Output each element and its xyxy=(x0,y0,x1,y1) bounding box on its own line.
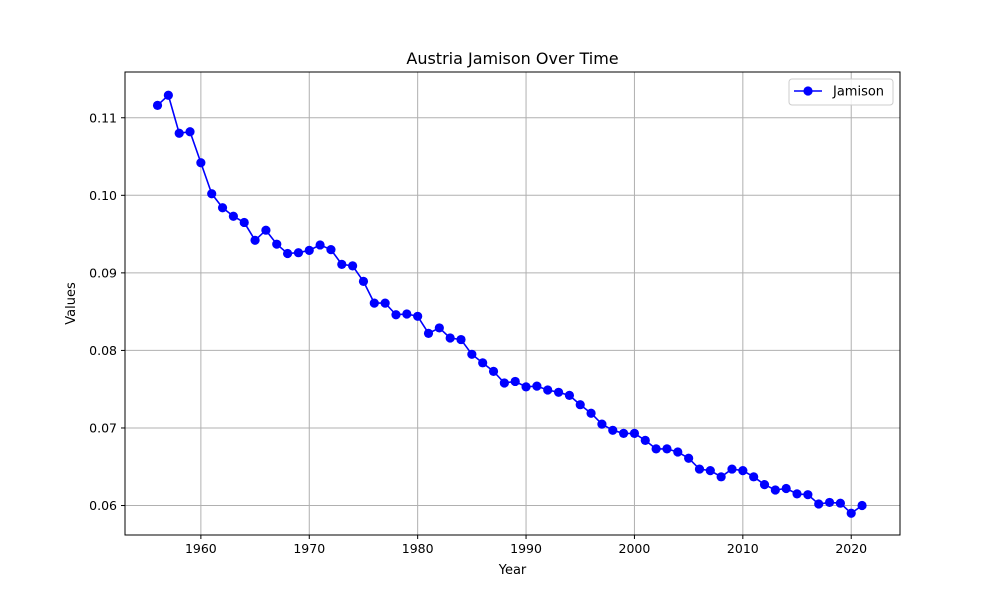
data-point xyxy=(738,466,748,476)
y-tick-label: 0.07 xyxy=(89,420,117,435)
data-point xyxy=(705,466,715,476)
data-point xyxy=(152,100,163,110)
x-tick-label: 2020 xyxy=(835,541,867,556)
data-point xyxy=(304,245,314,255)
data-point xyxy=(423,328,434,338)
x-tick-label: 2010 xyxy=(727,541,759,556)
x-tick-label: 1980 xyxy=(402,541,434,556)
data-point xyxy=(532,381,542,391)
data-point xyxy=(521,382,531,392)
data-point xyxy=(846,508,856,518)
data-point xyxy=(445,333,455,343)
data-point xyxy=(282,248,293,259)
data-point xyxy=(727,464,737,474)
data-point xyxy=(824,497,835,508)
data-point xyxy=(315,240,325,250)
data-point xyxy=(651,444,661,454)
data-point xyxy=(488,366,499,376)
data-point xyxy=(217,203,228,213)
data-point xyxy=(478,358,488,368)
data-point xyxy=(716,472,726,482)
data-point xyxy=(543,385,553,395)
x-tick-label: 1960 xyxy=(185,541,217,556)
data-point xyxy=(228,211,238,221)
data-point xyxy=(293,248,304,258)
data-point xyxy=(770,485,780,495)
data-point xyxy=(413,311,423,321)
data-point xyxy=(684,453,694,463)
data-point xyxy=(326,245,336,255)
data-point xyxy=(391,310,401,320)
x-tick-label: 1990 xyxy=(510,541,542,556)
y-tick-label: 0.06 xyxy=(89,498,117,513)
data-point xyxy=(402,309,412,319)
data-point xyxy=(196,158,206,168)
data-point xyxy=(749,472,759,482)
x-axis-title: Year xyxy=(498,563,527,578)
data-point xyxy=(814,499,824,509)
y-tick-label: 0.10 xyxy=(89,188,117,203)
data-point xyxy=(575,400,585,410)
data-point xyxy=(553,387,564,397)
data-point xyxy=(803,490,813,500)
legend: Jamison xyxy=(788,78,894,106)
data-point xyxy=(792,489,802,499)
data-point xyxy=(835,498,845,508)
data-point xyxy=(586,408,596,418)
data-point xyxy=(174,128,184,138)
data-point xyxy=(261,225,271,235)
data-point xyxy=(759,479,770,490)
grid xyxy=(125,72,900,535)
data-point xyxy=(250,235,260,245)
data-point xyxy=(185,127,195,137)
legend-box xyxy=(788,78,894,106)
data-point xyxy=(272,239,282,249)
x-tick-label: 2000 xyxy=(619,541,651,556)
data-point xyxy=(510,376,520,387)
data-point xyxy=(163,90,173,100)
series-layer xyxy=(152,90,867,518)
data-point xyxy=(781,483,791,494)
data-point xyxy=(640,435,650,445)
data-point xyxy=(564,390,575,400)
data-point xyxy=(673,447,683,457)
data-point xyxy=(629,428,640,438)
data-point xyxy=(380,298,390,308)
data-point xyxy=(434,323,444,333)
data-point xyxy=(694,464,705,474)
data-point xyxy=(207,189,217,199)
data-point xyxy=(358,276,369,286)
data-point xyxy=(348,261,358,271)
x-tick-label: 1970 xyxy=(293,541,325,556)
data-point xyxy=(337,259,347,269)
data-point xyxy=(499,378,509,388)
data-point xyxy=(597,419,607,429)
data-point xyxy=(619,428,629,438)
data-point xyxy=(369,298,379,308)
data-point xyxy=(239,217,249,228)
data-point xyxy=(857,500,867,511)
data-point xyxy=(608,425,618,435)
y-tick-label: 0.11 xyxy=(89,110,117,125)
y-tick-label: 0.09 xyxy=(89,265,117,280)
y-axis-title: Values xyxy=(64,282,79,325)
legend-label: Jamison xyxy=(832,85,884,100)
data-point xyxy=(456,334,466,345)
plot-area-frame xyxy=(124,71,901,536)
axis-ticks: 1960 1970 1980 1990 2000 2010 2020 0.06 0.07 0.08… xyxy=(89,110,867,556)
data-point xyxy=(467,349,477,359)
y-tick-label: 0.08 xyxy=(89,343,117,358)
chart-title: Austria Jamison Over Time xyxy=(406,49,618,68)
data-point xyxy=(662,444,672,454)
legend-marker-sample xyxy=(803,86,813,96)
